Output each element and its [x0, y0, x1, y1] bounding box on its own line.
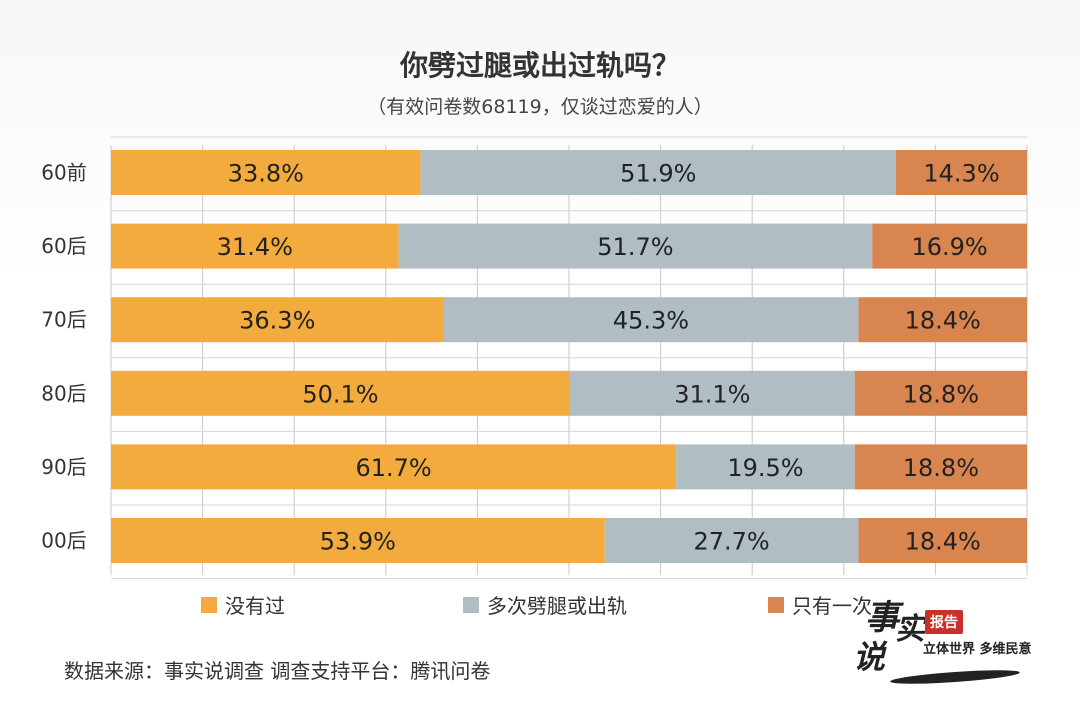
- data-label: 50.1%: [302, 380, 378, 408]
- data-label: 61.7%: [355, 454, 431, 482]
- category-label: 90后: [41, 455, 86, 479]
- legend-swatch-once: [768, 596, 784, 613]
- legend: 没有过 多次劈腿或出轨 只有一次: [0, 590, 1080, 624]
- bar-segment: [872, 223, 1027, 269]
- bar-segment: [676, 444, 855, 490]
- legend-label-multiple: 多次劈腿或出轨: [487, 594, 627, 618]
- legend-swatch-never: [201, 596, 217, 613]
- bar-segment: [604, 518, 859, 563]
- brand-logo: 事 实 说 报告 立体世界 多维民意: [845, 590, 1045, 700]
- data-label: 51.9%: [620, 160, 696, 188]
- data-label: 19.5%: [727, 454, 803, 482]
- bar-segment: [111, 297, 444, 343]
- logo-slogan: 立体世界 多维民意: [923, 642, 1032, 657]
- chart-title: 你劈过腿或出过轨吗？: [399, 49, 680, 82]
- data-label: 33.8%: [228, 160, 304, 188]
- legend-label-once: 只有一次: [792, 594, 872, 618]
- data-label: 18.4%: [905, 307, 981, 335]
- bar-segment: [111, 223, 399, 269]
- source-note: 数据来源：事实说调查 调查支持平台：腾讯问卷: [64, 659, 491, 683]
- legend-item-once: 只有一次: [768, 590, 872, 619]
- logo-brush-stroke: [889, 667, 1021, 687]
- category-label: 60前: [41, 161, 86, 185]
- logo-char-3: 说: [853, 638, 886, 676]
- legend-item-multiple: 多次劈腿或出轨: [463, 590, 627, 619]
- data-label: 14.3%: [923, 160, 999, 188]
- legend-swatch-multiple: [463, 596, 479, 613]
- bar-segment: [443, 297, 859, 343]
- data-label: 31.1%: [674, 380, 750, 408]
- data-label: 27.7%: [693, 528, 769, 556]
- data-label: 31.4%: [217, 233, 293, 261]
- bar-segment: [896, 150, 1027, 195]
- data-label: 18.4%: [905, 528, 981, 556]
- bar-segment: [111, 518, 605, 563]
- bar-segment: [111, 370, 570, 416]
- bar-segment: [111, 150, 421, 195]
- data-label: 45.3%: [613, 307, 689, 335]
- bar-segment: [420, 150, 897, 195]
- data-label: 18.8%: [903, 380, 979, 408]
- data-label: 53.9%: [320, 528, 396, 556]
- logo-char-2: 实: [895, 612, 925, 647]
- category-label: 70后: [41, 308, 86, 332]
- bar-segment: [854, 370, 1027, 416]
- category-label: 80后: [41, 381, 86, 405]
- logo-badge: 报告: [925, 610, 963, 634]
- category-label: 00后: [41, 529, 86, 553]
- data-label: 36.3%: [239, 307, 315, 335]
- data-label: 51.7%: [597, 233, 673, 261]
- logo-char-1: 事: [865, 598, 899, 638]
- bar-segment: [398, 223, 873, 269]
- data-label: 18.8%: [903, 454, 979, 482]
- legend-label-never: 没有过: [225, 594, 285, 618]
- legend-item-never: 没有过: [201, 590, 285, 619]
- bar-segment: [854, 444, 1027, 490]
- bar-segment: [858, 297, 1027, 343]
- category-label: 60后: [41, 234, 86, 258]
- chart-subtitle: （有效问卷数68119，仅谈过恋爱的人）: [367, 96, 713, 118]
- bar-segment: [858, 518, 1027, 563]
- bar-segment: [111, 444, 677, 490]
- data-label: 16.9%: [911, 233, 987, 261]
- bar-segment: [569, 370, 855, 416]
